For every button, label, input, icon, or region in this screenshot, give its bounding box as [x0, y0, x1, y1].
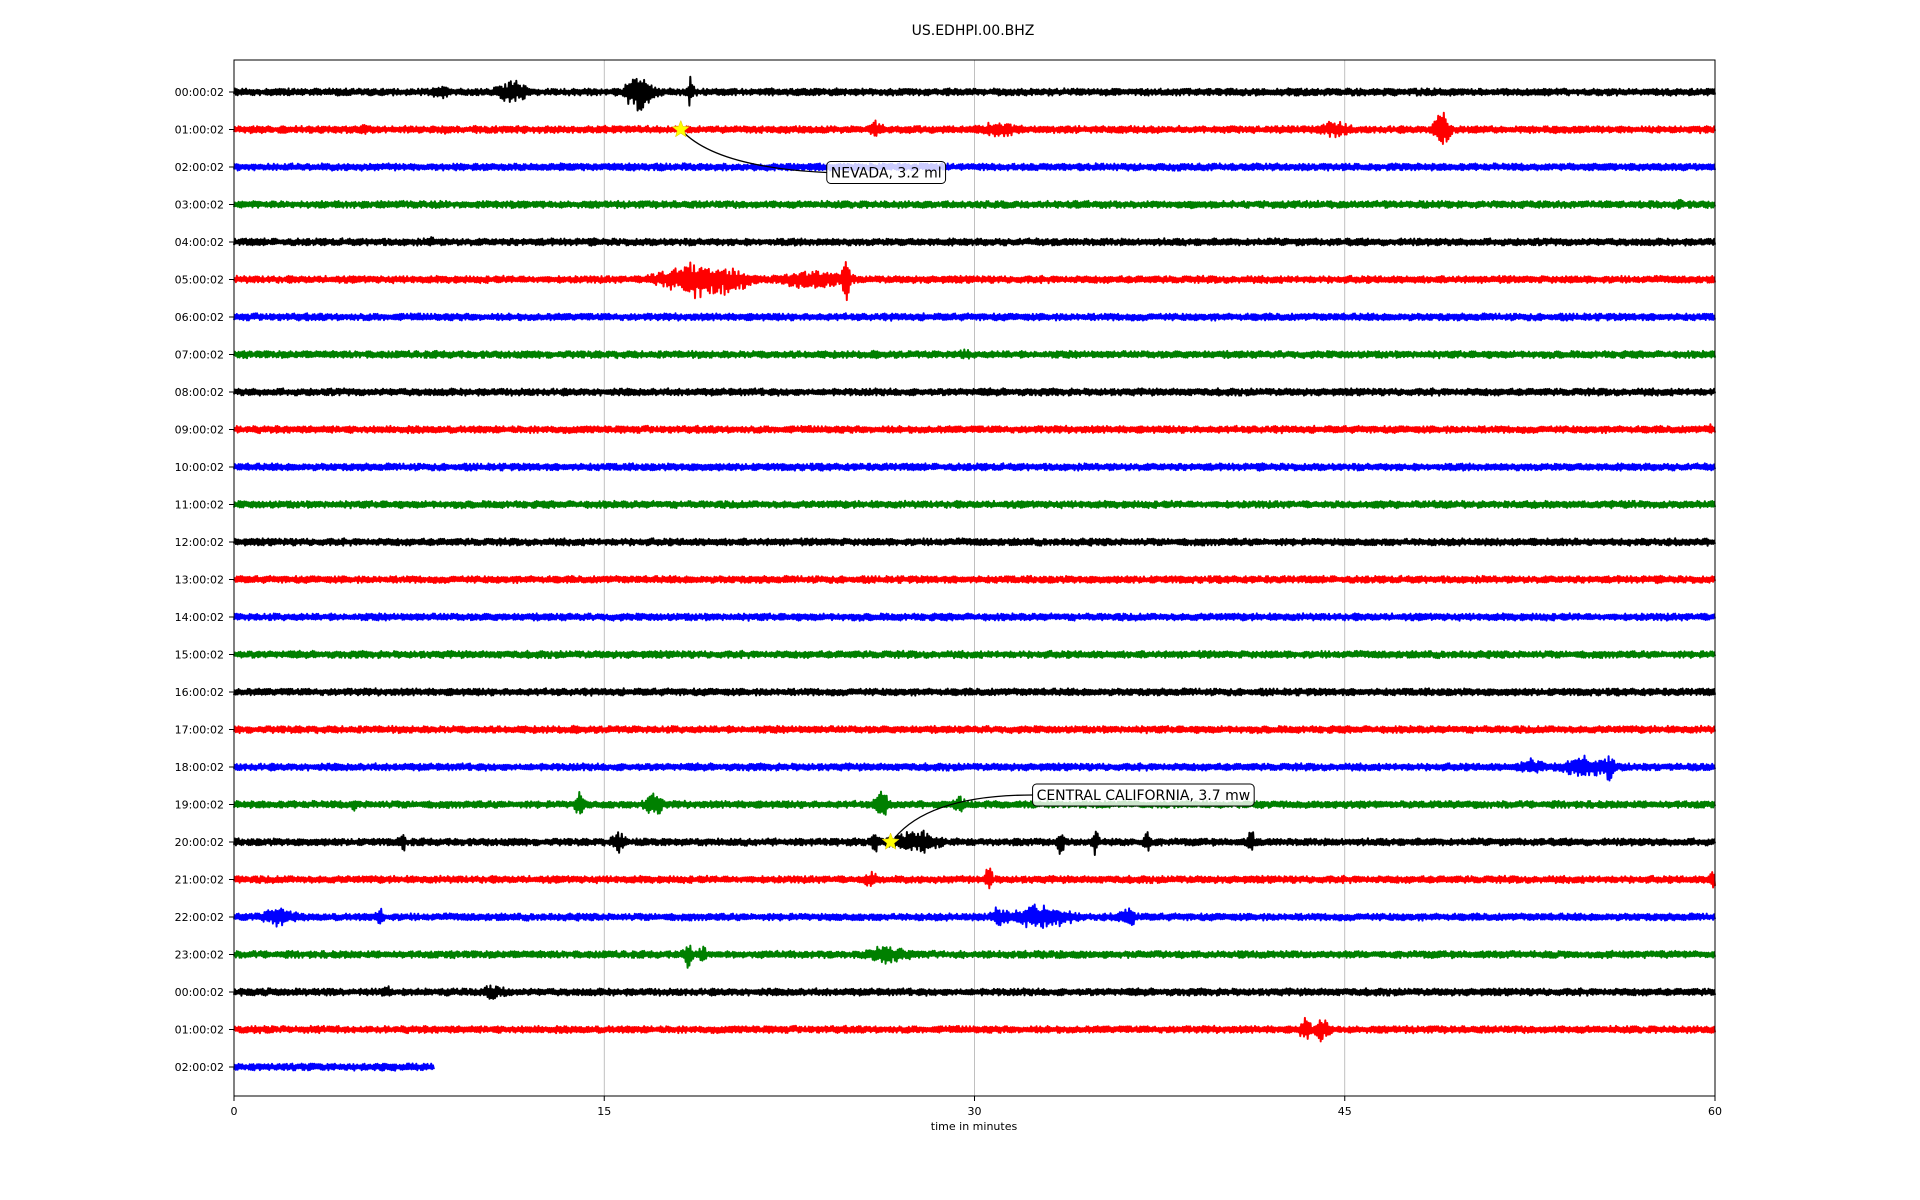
- trace-line: [233, 261, 1716, 302]
- trace-line: [233, 312, 1716, 322]
- hour-label: 17:00:02: [175, 724, 224, 737]
- trace-group: [233, 75, 1716, 1072]
- trace-line: [233, 162, 1716, 172]
- trace-line: [233, 198, 1716, 210]
- hour-label: 20:00:02: [175, 836, 224, 849]
- trace-line: [233, 724, 1716, 735]
- x-tick-label: 30: [968, 1105, 982, 1118]
- hour-label: 04:00:02: [175, 236, 224, 249]
- annotation-box: [1032, 783, 1255, 807]
- chart-title: US.EDHPI.00.BHZ: [912, 23, 1035, 39]
- hour-label: 12:00:02: [175, 536, 224, 549]
- hour-label: 09:00:02: [175, 424, 224, 437]
- trace-line: [233, 1062, 435, 1072]
- hour-label: 01:00:02: [175, 1024, 224, 1037]
- event-star-icon: [671, 119, 690, 138]
- trace-line: [233, 867, 1716, 890]
- trace-line: [233, 462, 1716, 472]
- hour-label: 13:00:02: [175, 574, 224, 587]
- trace-line: [233, 236, 1716, 247]
- trace-line: [233, 574, 1716, 585]
- hour-labels: 00:00:02 01:00:02 02:00:02 03:00:02 04:00:02…: [175, 86, 234, 1074]
- x-tick-label: 45: [1338, 1105, 1352, 1118]
- hour-label: 11:00:02: [175, 499, 224, 512]
- event-star-icon: [881, 832, 900, 850]
- trace-line: [233, 903, 1716, 929]
- annotation-arrow: [894, 794, 1033, 839]
- hour-label: 02:00:02: [175, 1061, 224, 1074]
- hour-label: 00:00:02: [175, 986, 224, 999]
- hour-label: 21:00:02: [175, 874, 224, 887]
- x-tick-label: 15: [597, 1105, 611, 1118]
- trace-line: [233, 499, 1716, 510]
- hour-label: 08:00:02: [175, 386, 224, 399]
- trace-line: [233, 754, 1716, 782]
- x-tick-label: 0: [231, 1105, 238, 1118]
- trace-line: [233, 348, 1716, 360]
- trace-line: [233, 387, 1716, 397]
- hour-label: 14:00:02: [175, 611, 224, 624]
- hour-label: 03:00:02: [175, 199, 224, 212]
- hour-label: 01:00:02: [175, 124, 224, 137]
- hour-label: 02:00:02: [175, 161, 224, 174]
- hour-label: 18:00:02: [175, 761, 224, 774]
- trace-line: [233, 75, 1716, 112]
- annotation-arrow: [684, 133, 827, 174]
- hour-label: 19:00:02: [175, 799, 224, 812]
- hour-label: 05:00:02: [175, 274, 224, 287]
- hour-label: 00:00:02: [175, 86, 224, 99]
- trace-line: [233, 1016, 1716, 1043]
- hour-label: 10:00:02: [175, 461, 224, 474]
- trace-line: [233, 423, 1716, 435]
- trace-line: [233, 687, 1716, 697]
- trace-line: [233, 111, 1716, 145]
- hour-label: 07:00:02: [175, 349, 224, 362]
- trace-line: [233, 984, 1716, 1000]
- trace-line: [233, 790, 1716, 816]
- hour-label: 16:00:02: [175, 686, 224, 699]
- trace-line: [233, 537, 1716, 547]
- x-tick-label: 60: [1708, 1105, 1722, 1118]
- trace-line: [233, 829, 1716, 856]
- hour-label: 06:00:02: [175, 311, 224, 324]
- event-label: CENTRAL CALIFORNIA, 3.7 mw: [1037, 788, 1251, 804]
- hour-label: 23:00:02: [175, 949, 224, 962]
- annotation-box: [826, 161, 947, 184]
- x-axis-label: time in minutes: [931, 1120, 1018, 1133]
- trace-line: [233, 649, 1716, 660]
- hour-label: 22:00:02: [175, 911, 224, 924]
- hour-label: 15:00:02: [175, 649, 224, 662]
- trace-line: [233, 944, 1716, 969]
- event-label: NEVADA, 3.2 ml: [831, 166, 942, 182]
- x-axis-ticks: 0 15 30 45 60: [231, 1096, 1722, 1118]
- event-annotations: NEVADA, 3.2 ml CENTRAL CALIFORNIA, 3.7 mw: [671, 119, 1255, 850]
- trace-line: [233, 612, 1716, 622]
